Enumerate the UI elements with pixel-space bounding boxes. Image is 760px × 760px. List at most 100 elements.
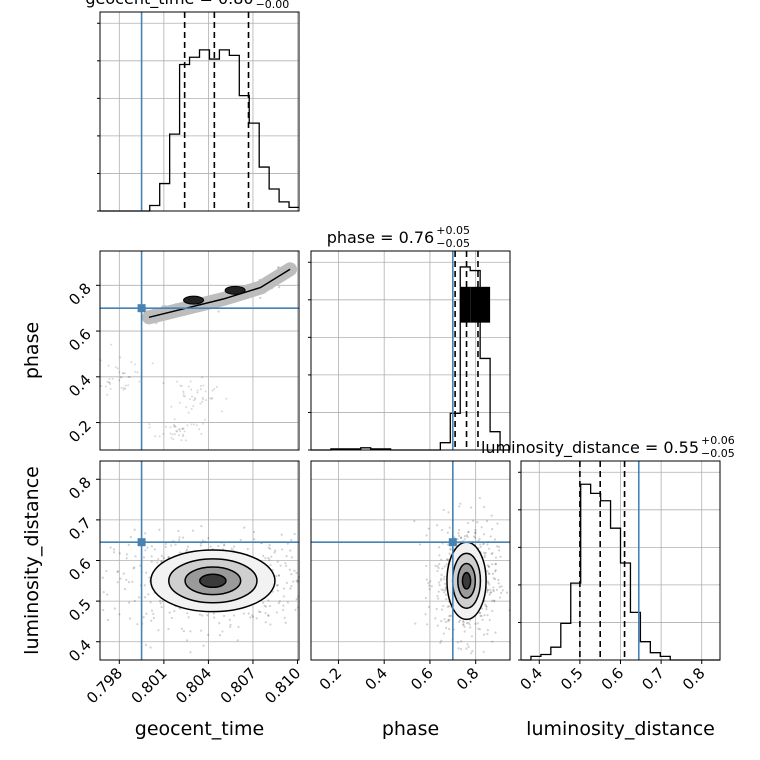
scatter-point bbox=[169, 426, 172, 429]
y-tick-label: 0.7 bbox=[65, 514, 95, 544]
scatter-point bbox=[131, 580, 134, 583]
scatter-point bbox=[262, 554, 265, 557]
scatter-point bbox=[479, 614, 482, 617]
scatter-point bbox=[289, 587, 292, 590]
scatter-point bbox=[160, 606, 163, 609]
scatter-point bbox=[472, 535, 476, 538]
scatter-point bbox=[118, 379, 121, 382]
scatter-point bbox=[127, 581, 131, 584]
scatter-point bbox=[267, 557, 270, 560]
scatter-point bbox=[275, 584, 279, 587]
scatter-point bbox=[444, 620, 448, 624]
scatter-point bbox=[263, 604, 266, 607]
scatter-point bbox=[200, 629, 203, 632]
scatter-point bbox=[275, 611, 278, 614]
hist-step-geocent_time bbox=[100, 49, 299, 212]
scatter-point bbox=[183, 430, 186, 433]
scatter-point bbox=[491, 609, 494, 612]
scatter-point bbox=[277, 574, 281, 577]
scatter-point bbox=[440, 529, 444, 532]
scatter-point bbox=[127, 601, 131, 604]
scatter-point bbox=[486, 614, 489, 617]
scatter-point bbox=[282, 587, 286, 590]
scatter-point bbox=[106, 618, 110, 622]
scatter-point bbox=[133, 599, 136, 603]
scatter-point bbox=[479, 545, 482, 548]
scatter-point bbox=[167, 556, 170, 559]
scatter-point bbox=[437, 597, 440, 600]
scatter-geocent_time-phase bbox=[99, 262, 298, 442]
scatter-point bbox=[491, 572, 494, 575]
scatter-point bbox=[134, 555, 137, 558]
scatter-point bbox=[259, 296, 262, 299]
scatter-point bbox=[438, 562, 441, 566]
scatter-point bbox=[495, 545, 499, 548]
scatter-point bbox=[151, 362, 154, 365]
scatter-point bbox=[123, 386, 126, 389]
scatter-point bbox=[285, 564, 288, 567]
scatter-point bbox=[424, 613, 427, 616]
scatter-point bbox=[436, 624, 439, 627]
scatter-point bbox=[158, 599, 162, 602]
scatter-point bbox=[492, 599, 496, 602]
scatter-point bbox=[448, 627, 451, 631]
x-tick-label: 0.810 bbox=[261, 664, 304, 707]
scatter-point bbox=[476, 521, 479, 524]
scatter-point bbox=[162, 432, 165, 435]
scatter-point bbox=[201, 614, 204, 617]
scatter-point bbox=[123, 372, 126, 375]
hist-phase-grid bbox=[338, 251, 477, 450]
scatter-point bbox=[491, 527, 494, 531]
scatter-point bbox=[449, 548, 452, 551]
scatter-point bbox=[191, 529, 195, 532]
title-minus-phase: −0.05 bbox=[436, 237, 470, 250]
scatter-point bbox=[276, 583, 279, 587]
scatter-point bbox=[146, 546, 149, 549]
scatter-point bbox=[177, 529, 180, 533]
scatter-point bbox=[478, 628, 481, 631]
scatter-point bbox=[218, 634, 222, 637]
scatter-point bbox=[490, 552, 493, 555]
scatter-point bbox=[255, 617, 258, 620]
x-tick-label: 0.4 bbox=[361, 664, 391, 694]
scatter-point bbox=[486, 570, 489, 573]
scatter-point bbox=[187, 385, 190, 388]
scatter-point bbox=[120, 376, 123, 379]
hist-fill-block bbox=[480, 286, 491, 323]
scatter-point bbox=[486, 632, 489, 636]
title-phase: phase = 0.76 bbox=[327, 228, 434, 247]
scatter-point bbox=[483, 614, 486, 617]
scatter-point bbox=[485, 605, 488, 608]
scatter-point bbox=[487, 572, 490, 575]
scatter-point bbox=[437, 566, 440, 570]
scatter-point bbox=[264, 557, 267, 560]
scatter-point bbox=[276, 266, 280, 269]
scatter-point bbox=[192, 405, 195, 408]
scatter-point bbox=[491, 599, 494, 602]
scatter-point bbox=[171, 433, 174, 436]
scatter-point bbox=[480, 614, 483, 618]
scatter-point bbox=[243, 526, 246, 529]
scatter-point bbox=[438, 554, 441, 557]
scatter-point bbox=[467, 531, 470, 534]
scatter-point bbox=[446, 605, 449, 608]
scatter-point bbox=[463, 538, 466, 541]
scatter-point bbox=[239, 538, 242, 542]
scatter-point bbox=[174, 543, 177, 546]
scatter-point bbox=[459, 536, 462, 539]
scatter-point bbox=[150, 560, 153, 563]
contour-line bbox=[461, 571, 472, 590]
scatter-point bbox=[465, 647, 468, 650]
x-tick-label: 0.807 bbox=[217, 664, 260, 707]
scatter-point bbox=[182, 394, 185, 397]
scatter-point bbox=[443, 578, 446, 581]
scatter-point bbox=[144, 532, 147, 535]
scatter-point bbox=[274, 549, 277, 552]
scatter-point bbox=[477, 539, 480, 542]
scatter-point bbox=[427, 527, 430, 530]
scatter-point bbox=[494, 563, 497, 566]
scatter-point bbox=[189, 630, 192, 633]
scatter-point bbox=[443, 575, 446, 578]
scatter-point bbox=[170, 436, 173, 439]
scatter-point bbox=[267, 614, 270, 617]
